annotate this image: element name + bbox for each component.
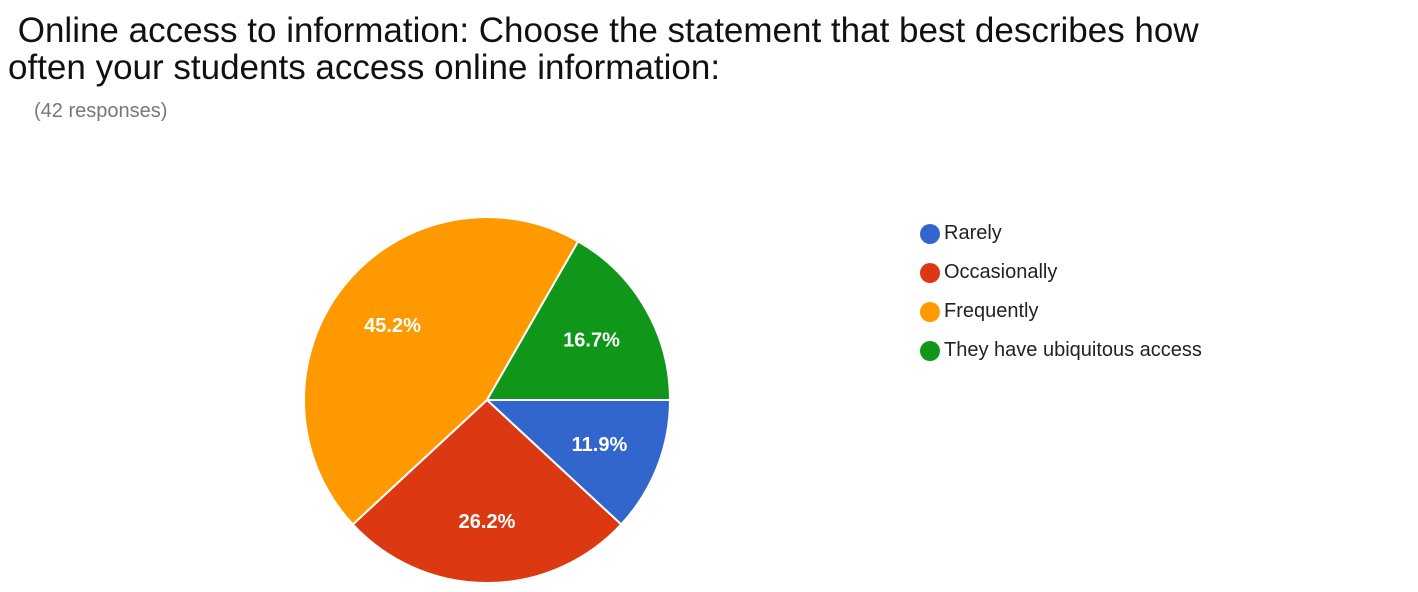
legend-label: They have ubiquitous access [944, 339, 1202, 361]
slice-data-label: 11.9% [572, 434, 628, 456]
slice-data-label: 26.2% [459, 511, 516, 533]
legend-dot-icon [920, 340, 940, 361]
legend-label: Occasionally [944, 261, 1058, 283]
legend-item-rarely[interactable]: Rarely [920, 214, 1202, 253]
legend-item-ubiquitous[interactable]: They have ubiquitous access [920, 331, 1202, 370]
pie-slice-occasionally[interactable] [351, 398, 623, 584]
legend-item-frequently[interactable]: Frequently [920, 292, 1202, 331]
slice-data-label: 45.2% [364, 315, 421, 337]
pie-slice-frequently[interactable] [303, 216, 580, 526]
legend-dot-icon [920, 301, 940, 322]
response-count: (42 responses) [34, 100, 168, 122]
legend-dot-icon [920, 262, 940, 283]
legend-item-occasionally[interactable]: Occasionally [920, 253, 1202, 292]
slice-data-label: 16.7% [563, 330, 620, 352]
pie-slice-rarely[interactable] [484, 399, 672, 526]
legend-label: Rarely [944, 222, 1002, 244]
pie-slice-they-have-ubiquitous-access[interactable] [485, 239, 672, 401]
legend-dot-icon [920, 223, 940, 244]
legend: Rarely Occasionally Frequently They have… [920, 214, 1202, 370]
legend-label: Frequently [944, 300, 1039, 322]
chart-title: Online access to information: Choose the… [8, 11, 1199, 87]
